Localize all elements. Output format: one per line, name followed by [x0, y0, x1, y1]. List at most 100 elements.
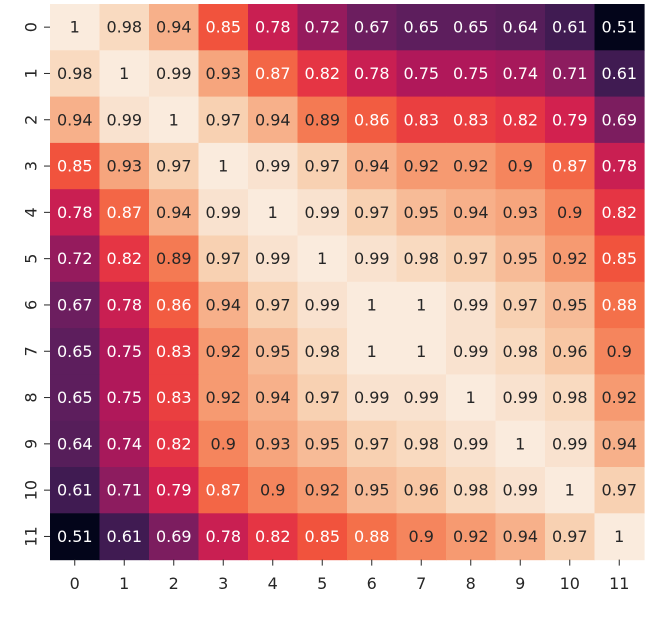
heatmap-cell-3-5: [297, 142, 348, 190]
heatmap-cell-0-11: [594, 4, 645, 51]
heatmap-cell-3-10: [545, 142, 596, 190]
cell-value-11-9: 0.94: [502, 527, 538, 546]
cell-value-0-6: 0.67: [354, 18, 390, 37]
cell-value-6-3: 0.94: [205, 295, 241, 314]
cell-value-11-7: 0.9: [409, 527, 434, 546]
heatmap-cell-2-7: [396, 96, 447, 144]
cell-value-9-3: 0.9: [211, 434, 236, 453]
cell-value-10-2: 0.79: [156, 481, 192, 500]
cell-value-5-11: 0.85: [601, 249, 637, 268]
cell-value-0-5: 0.72: [304, 18, 340, 37]
cell-value-9-1: 0.74: [106, 434, 142, 453]
heatmap-cell-8-6: [347, 374, 398, 422]
heatmap-cell-3-9: [495, 142, 546, 190]
heatmap-cell-4-4: [248, 189, 299, 237]
heatmap-cell-11-2: [149, 513, 200, 561]
heatmap-cell-7-10: [545, 328, 596, 375]
heatmap-cell-0-1: [99, 4, 150, 51]
heatmap-cell-6-10: [545, 281, 596, 329]
x-tick-label-2: 2: [169, 574, 179, 593]
cell-value-2-3: 0.97: [205, 110, 241, 129]
heatmap-cell-8-11: [594, 374, 645, 422]
cell-value-10-1: 0.71: [106, 481, 142, 500]
cell-value-4-8: 0.94: [453, 203, 489, 222]
cell-value-6-11: 0.88: [601, 295, 637, 314]
heatmap-cell-3-0: [50, 142, 101, 190]
heatmap-cell-7-3: [198, 328, 249, 375]
cell-value-9-6: 0.97: [354, 434, 390, 453]
heatmap-cell-8-1: [99, 374, 150, 422]
heatmap-cell-1-7: [396, 50, 447, 98]
heatmap-cell-0-4: [248, 4, 299, 51]
x-tick-label-3: 3: [218, 574, 228, 593]
heatmap-cell-6-1: [99, 281, 150, 329]
cell-value-9-0: 0.64: [57, 434, 93, 453]
cell-value-9-8: 0.99: [453, 434, 489, 453]
heatmap-cell-11-9: [495, 513, 546, 561]
heatmap-cell-11-3: [198, 513, 249, 561]
heatmap-cell-6-0: [50, 281, 101, 329]
cell-value-0-3: 0.85: [205, 18, 241, 37]
heatmap-cell-3-8: [446, 142, 497, 190]
cell-value-7-1: 0.75: [106, 342, 142, 361]
cell-value-1-8: 0.75: [453, 64, 489, 83]
cell-value-0-0: 1: [70, 18, 80, 37]
heatmap-cell-3-2: [149, 142, 200, 190]
cell-value-1-4: 0.87: [255, 64, 291, 83]
cell-value-4-6: 0.97: [354, 203, 390, 222]
heatmap-cell-1-9: [495, 50, 546, 98]
cell-value-3-1: 0.93: [106, 157, 142, 176]
cell-value-9-5: 0.95: [304, 434, 340, 453]
heatmap-cell-8-8: [446, 374, 497, 422]
cell-value-8-0: 0.65: [57, 388, 93, 407]
cell-value-7-5: 0.98: [304, 342, 340, 361]
heatmap-cell-6-3: [198, 281, 249, 329]
heatmap-cell-1-8: [446, 50, 497, 98]
heatmap-cell-1-3: [198, 50, 249, 98]
cell-value-5-3: 0.97: [205, 249, 241, 268]
heatmap-cell-3-3: [198, 142, 249, 190]
cell-value-3-3: 1: [218, 157, 228, 176]
cell-value-4-0: 0.78: [57, 203, 93, 222]
cell-value-10-5: 0.92: [304, 481, 340, 500]
cell-value-6-7: 1: [416, 295, 426, 314]
cell-value-11-6: 0.88: [354, 527, 390, 546]
cell-value-3-8: 0.92: [453, 157, 489, 176]
heatmap-cell-7-6: [347, 328, 398, 375]
x-tick-label-6: 6: [367, 574, 377, 593]
cell-value-2-5: 0.89: [304, 110, 340, 129]
cell-value-1-6: 0.78: [354, 64, 390, 83]
cell-value-10-8: 0.98: [453, 481, 489, 500]
heatmap-cell-6-8: [446, 281, 497, 329]
cell-value-3-2: 0.97: [156, 157, 192, 176]
heatmap-cell-11-0: [50, 513, 101, 561]
cell-value-10-10: 1: [565, 481, 575, 500]
heatmap-cell-11-5: [297, 513, 348, 561]
heatmap-cell-4-11: [594, 189, 645, 237]
heatmap-cell-7-5: [297, 328, 348, 375]
y-tick-label-7: 7: [22, 346, 41, 356]
cell-value-5-10: 0.92: [552, 249, 588, 268]
y-tick-label-4: 4: [22, 207, 41, 217]
cell-value-9-4: 0.93: [255, 434, 291, 453]
heatmap-cell-2-2: [149, 96, 200, 144]
heatmap-cell-2-6: [347, 96, 398, 144]
cell-value-9-2: 0.82: [156, 434, 192, 453]
cell-value-8-1: 0.75: [106, 388, 142, 407]
y-tick-label-10: 10: [22, 480, 41, 500]
cell-value-0-11: 0.51: [601, 18, 637, 37]
cell-value-2-1: 0.99: [106, 110, 142, 129]
heatmap-cell-9-11: [594, 420, 645, 468]
heatmap-cell-10-2: [149, 467, 200, 514]
cell-value-1-7: 0.75: [403, 64, 439, 83]
heatmap-cells: [50, 4, 645, 561]
cell-value-2-6: 0.86: [354, 110, 390, 129]
heatmap-cell-3-1: [99, 142, 150, 190]
heatmap-cell-0-8: [446, 4, 497, 51]
cell-value-2-10: 0.79: [552, 110, 588, 129]
heatmap-cell-9-8: [446, 420, 497, 468]
cell-value-2-9: 0.82: [502, 110, 538, 129]
heatmap-cell-9-9: [495, 420, 546, 468]
cell-value-1-5: 0.82: [304, 64, 340, 83]
cell-value-8-9: 0.99: [502, 388, 538, 407]
